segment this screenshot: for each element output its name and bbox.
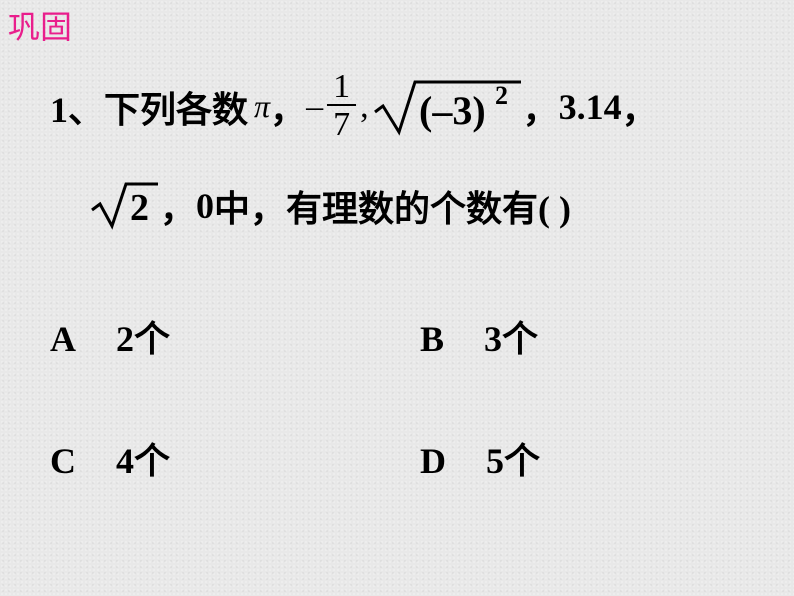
comma-4: ， [622, 81, 658, 133]
value-zero: 0 [196, 185, 214, 227]
pi-symbol: π [254, 88, 270, 125]
option-d-text: 5个 [486, 432, 540, 484]
value-314: 3.14 [559, 86, 622, 128]
options-container: A 2个 B 3个 C 4个 D 5个 [50, 310, 750, 554]
option-c-text: 4个 [116, 432, 170, 484]
option-b-text: 3个 [484, 310, 538, 362]
option-d-letter: D [420, 440, 446, 482]
question-line-2: 2 ， 0 中，有理数的个数有( ) [90, 180, 571, 232]
sqrt1-base: (–3) [419, 88, 486, 133]
sqrt-neg3-squared: (–3) 2 [373, 76, 523, 138]
comma-5: ， [160, 180, 196, 232]
option-c: C 4个 [50, 432, 420, 484]
sqrt-symbol-1: (–3) 2 [373, 76, 523, 138]
section-header: 巩固 [8, 2, 72, 48]
comma-2: , [360, 88, 369, 126]
sqrt1-exp: 2 [495, 81, 508, 110]
option-row-2: C 4个 D 5个 [50, 432, 750, 484]
option-a-text: 2个 [116, 310, 170, 362]
sqrt2-inner: 2 [130, 187, 149, 229]
option-b-letter: B [420, 318, 444, 360]
fraction-one-seventh: 1 7 [327, 70, 356, 143]
option-a-letter: A [50, 318, 76, 360]
question-prefix: 1、下列各数 [50, 81, 248, 133]
sqrt-symbol-2: 2 [90, 180, 160, 232]
question-tail: 中，有理数的个数有( ) [214, 180, 571, 232]
option-row-1: A 2个 B 3个 [50, 310, 750, 362]
option-a: A 2个 [50, 310, 420, 362]
fraction-denominator: 7 [327, 106, 356, 143]
question-line-1: 1、下列各数 π ， – 1 7 , (–3) 2 ， 3.14 ， [50, 70, 658, 143]
fraction-numerator: 1 [327, 70, 356, 106]
sqrt-2: 2 [90, 180, 160, 232]
minus-sign: – [306, 88, 323, 126]
comma-3: ， [523, 81, 559, 133]
option-d: D 5个 [420, 432, 540, 484]
option-c-letter: C [50, 440, 76, 482]
comma-1: ， [270, 81, 306, 133]
option-b: B 3个 [420, 310, 538, 362]
